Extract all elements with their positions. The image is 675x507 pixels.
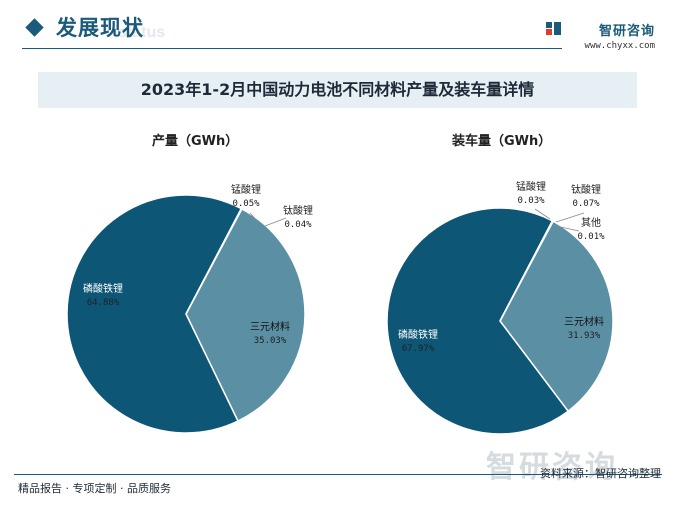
- pie-2: [386, 207, 614, 435]
- pie-2-value-0: 31.93%: [568, 331, 601, 341]
- pie-2-value-4: 0.01%: [577, 232, 605, 242]
- pie-2-slice-1: [386, 207, 570, 435]
- pie-1-label-1: 磷酸铁锂: [83, 282, 123, 295]
- footer-watermark: 智研咨询: [486, 450, 618, 485]
- brand-logo-icon: [546, 22, 561, 35]
- pie-1-title: 产量（GWh）: [152, 134, 239, 149]
- pie-1-slice-1: [66, 194, 243, 434]
- pie-1-value-2: 0.05%: [232, 199, 260, 209]
- pie-2-value-3: 0.07%: [572, 199, 600, 209]
- pie-2-slice-4: [499, 220, 555, 322]
- section-header: status 发展现状 智研咨询 www.chyxx.com: [0, 0, 675, 56]
- footer-tagline: 精品报告 · 专项定制 · 品质服务: [18, 482, 171, 495]
- section-title: 发展现状: [56, 16, 144, 40]
- pie-2-title: 装车量（GWh）: [452, 134, 552, 149]
- pie-1-value-1: 64.88%: [87, 298, 120, 308]
- pie-2-label-2: 锰酸锂: [516, 180, 546, 193]
- pie-1-value-0: 35.03%: [254, 336, 287, 346]
- pie-1: [66, 194, 306, 434]
- pie-2-leader-3: [555, 212, 585, 223]
- pie-1-leader-2: [249, 212, 259, 223]
- header-divider: [22, 48, 562, 49]
- pie-labels: 三元材料 35.03% 磷酸铁锂 64.88% 锰酸锂 0.05% 钛酸锂 0.04% 三元材料…: [83, 180, 605, 354]
- footer-divider: [14, 474, 662, 475]
- pie-1-label-2: 锰酸锂: [231, 183, 261, 196]
- pie-1-leader-3: [264, 217, 287, 227]
- figure-title: 2023年1-2月中国动力电池不同材料产量及装车量详情: [140, 80, 535, 99]
- pie-1-slice-0: [185, 207, 306, 423]
- pie-1-value-3: 0.04%: [284, 220, 312, 230]
- brand-name: 智研咨询: [598, 24, 655, 39]
- pie-2-label-4: 其他: [581, 216, 601, 229]
- source-note: 资料来源：智研咨询整理: [540, 467, 661, 480]
- figure-title-box: 2023年1-2月中国动力电池不同材料产量及装车量详情: [38, 72, 637, 108]
- pie-2-label-0: 三元材料: [564, 315, 604, 328]
- pie-2-label-3: 钛酸锂: [571, 183, 601, 196]
- pie-2-leader-2: [534, 208, 551, 220]
- pie-1-slice-3: [185, 207, 243, 315]
- brand-block: 智研咨询 www.chyxx.com: [545, 20, 655, 51]
- section-title-watermark: status: [118, 24, 166, 41]
- pie-2-label-1: 磷酸铁锂: [398, 328, 438, 341]
- pie-2-value-1: 67.97%: [402, 344, 435, 354]
- pie-2-value-2: 0.03%: [517, 196, 545, 206]
- pie-2-leader-4: [555, 225, 580, 232]
- brand-url: www.chyxx.com: [584, 41, 655, 51]
- pie-1-label-3: 钛酸锂: [283, 204, 313, 217]
- pie-1-label-0: 三元材料: [250, 320, 290, 333]
